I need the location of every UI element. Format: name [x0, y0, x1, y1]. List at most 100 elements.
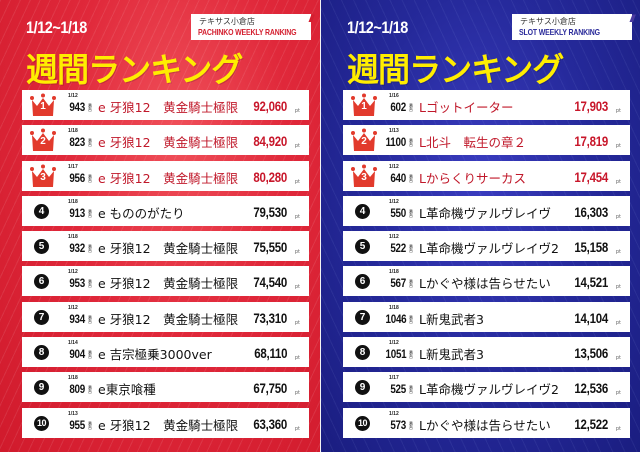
points-value: 16,303: [574, 203, 608, 220]
row-date: 1/12: [389, 340, 399, 347]
rank-badge: 1: [29, 93, 57, 117]
ranking-row-10: 10 1/12 573 番台 Lかぐや様は告らせたい 12,522 pt: [343, 407, 630, 438]
machine-name: e 牙狼12 黄金騎士極限: [98, 417, 239, 433]
machine-name: Lからくりサーカス: [419, 170, 526, 186]
unit-label: 番台: [88, 138, 92, 148]
ranking-row-8: 8 1/14 904 番台 e 吉宗極乗3000ver 68,110 pt: [22, 337, 309, 368]
points-value: 14,104: [574, 309, 608, 326]
machine-name: e東京喰種: [98, 382, 156, 398]
row-date: 1/18: [68, 128, 78, 135]
machine-name: e 牙狼12 黄金騎士極限: [98, 276, 239, 292]
machine-name: L新鬼武者3: [419, 347, 484, 363]
rank-badge: 7: [29, 305, 57, 329]
unit-label: 番台: [88, 350, 92, 360]
row-date: 1/16: [389, 93, 399, 99]
points-value: 92,060: [253, 98, 287, 114]
machine-name: Lかぐや様は告らせたい: [419, 417, 551, 433]
unit-label: 番台: [409, 103, 413, 112]
machine-number: 953: [69, 276, 85, 291]
machine-name: e もののがたり: [98, 205, 185, 221]
pt-label: pt: [615, 425, 621, 432]
ranking-row-3: 3 1/17 956 番台 e 牙狼12 黄金騎士極限 80,280 pt: [22, 160, 309, 191]
ranking-row-7: 7 1/18 1046 番台 L新鬼武者3 14,104 pt: [343, 301, 630, 332]
points-value: 75,550: [253, 239, 287, 256]
ranking-list: 1 1/12 943 番台 e 牙狼12 黄金騎士極限 92,060 pt 2 …: [22, 90, 309, 443]
pt-label: pt: [615, 390, 621, 397]
rank-circle-icon: 4: [34, 203, 49, 219]
points-value: 14,521: [574, 274, 608, 291]
rank-badge: 4: [350, 199, 378, 223]
row-date: 1/14: [68, 340, 78, 347]
rank-badge: 10: [350, 411, 378, 435]
ranking-row-10: 10 1/13 955 番台 e 牙狼12 黄金騎士極限 63,360 pt: [22, 407, 309, 438]
rank-badge: 2: [350, 128, 378, 152]
rank-badge: 9: [350, 375, 378, 399]
ranking-row-6: 6 1/18 567 番台 Lかぐや様は告らせたい 14,521 pt: [343, 266, 630, 297]
store-badge: テキサス小倉店 SLOT WEEKLY RANKING ////: [512, 14, 635, 40]
rank-number: 3: [40, 171, 46, 183]
pt-label: pt: [615, 178, 621, 185]
machine-name: L革命機ヴァルヴレイヴ2: [419, 382, 559, 398]
pt-label: pt: [615, 355, 621, 362]
crown-icon: [351, 93, 377, 116]
rank-circle-icon: 6: [355, 274, 370, 290]
page-title: 週間ランキング: [347, 50, 564, 89]
ranking-row-8: 8 1/12 1051 番台 L新鬼武者3 13,506 pt: [343, 337, 630, 368]
machine-name: e 牙狼12 黄金騎士極限: [98, 100, 239, 115]
slash-decoration: ////: [308, 14, 314, 25]
unit-label: 番台: [88, 385, 92, 395]
unit-label: 番台: [88, 420, 92, 430]
row-date: 1/12: [389, 410, 399, 417]
ranking-row-4: 4 1/18 913 番台 e もののがたり 79,530 pt: [22, 195, 309, 226]
rank-circle-icon: 10: [34, 415, 49, 431]
points-value: 17,454: [574, 168, 608, 185]
points-value: 17,819: [574, 133, 608, 150]
pt-label: pt: [294, 213, 300, 220]
rank-circle-icon: 7: [355, 309, 370, 325]
rank-badge: 4: [29, 199, 57, 223]
ranking-row-6: 6 1/12 953 番台 e 牙狼12 黄金騎士極限 74,540 pt: [22, 266, 309, 297]
rank-badge: 8: [29, 340, 57, 364]
points-value: 79,530: [253, 203, 287, 220]
row-date: 1/17: [68, 163, 78, 170]
machine-number: 809: [69, 382, 85, 397]
ranking-row-3: 3 1/12 640 番台 Lからくりサーカス 17,454 pt: [343, 160, 630, 191]
rank-badge: 8: [350, 340, 378, 364]
store-name: テキサス小倉店: [199, 17, 255, 26]
machine-number: 934: [69, 311, 85, 326]
machine-number: 943: [69, 100, 85, 114]
ranking-row-9: 9 1/17 525 番台 L革命機ヴァルヴレイヴ2 12,536 pt: [343, 372, 630, 403]
machine-number: 956: [69, 170, 85, 185]
crown-icon: [30, 93, 56, 116]
unit-label: 番台: [88, 279, 92, 289]
unit-label: 番台: [409, 314, 413, 324]
machine-name: e 牙狼12 黄金騎士極限: [98, 135, 239, 151]
machine-number: 955: [69, 417, 85, 432]
points-value: 15,158: [574, 239, 608, 256]
row-date: 1/12: [389, 234, 399, 241]
machine-name: L新鬼武者3: [419, 311, 484, 327]
unit-label: 番台: [409, 350, 413, 360]
unit-label: 番台: [88, 173, 92, 183]
machine-name: L北斗 転生の章２: [419, 135, 526, 151]
rank-badge: 7: [350, 305, 378, 329]
rank-circle-icon: 9: [34, 380, 49, 396]
ranking-list: 1 1/16 602 番台 Lゴットイーター 17,903 pt 2 1/13 …: [343, 90, 630, 443]
machine-number: 904: [69, 347, 85, 362]
row-date: 1/18: [68, 234, 78, 241]
crown-icon: [351, 128, 377, 152]
pt-label: pt: [294, 108, 300, 114]
date-range: 1/12~1/18: [26, 18, 87, 37]
points-value: 68,110: [253, 345, 287, 362]
rank-number: 2: [361, 136, 367, 148]
unit-label: 番台: [409, 208, 413, 218]
row-date: 1/18: [389, 304, 399, 311]
row-date: 1/17: [389, 375, 399, 382]
pt-label: pt: [294, 355, 300, 362]
date-range: 1/12~1/18: [347, 18, 408, 37]
store-name: テキサス小倉店: [520, 17, 576, 26]
points-value: 84,920: [253, 133, 287, 150]
ranking-row-5: 5 1/12 522 番台 L革命機ヴァルヴレイヴ2 15,158 pt: [343, 231, 630, 262]
machine-name: Lかぐや様は告らせたい: [419, 276, 551, 292]
row-date: 1/12: [68, 93, 78, 99]
